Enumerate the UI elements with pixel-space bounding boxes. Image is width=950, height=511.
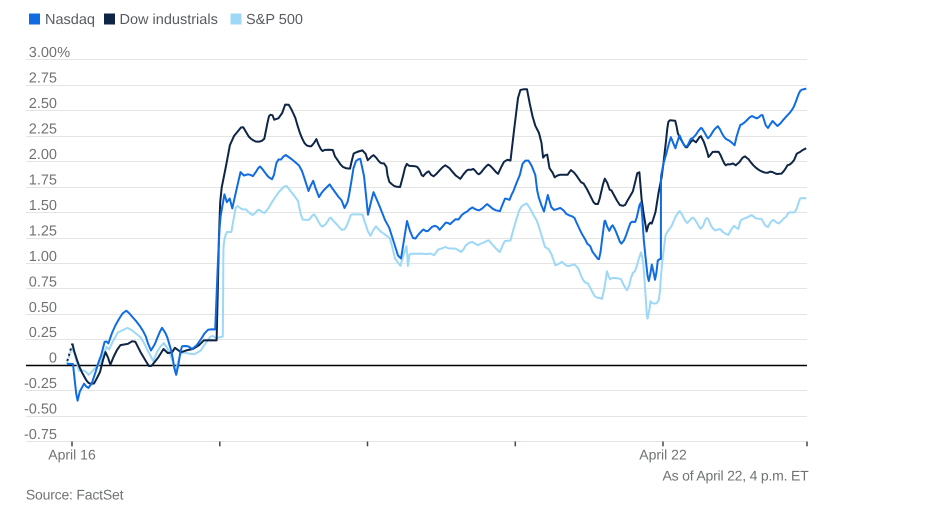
svg-text:%: %: [57, 45, 70, 61]
svg-text:As of April 22, 4 p.m. ET: As of April 22, 4 p.m. ET: [663, 468, 810, 484]
svg-text:Nasdaq: Nasdaq: [45, 12, 95, 28]
svg-text:1.25: 1.25: [29, 223, 57, 239]
svg-text:-0.50: -0.50: [24, 402, 57, 418]
svg-text:1.50: 1.50: [29, 198, 57, 214]
svg-text:2.25: 2.25: [29, 121, 57, 137]
svg-text:1.00: 1.00: [29, 249, 57, 265]
svg-text:April 22: April 22: [639, 447, 687, 463]
svg-text:0.75: 0.75: [29, 274, 57, 290]
svg-text:April 16: April 16: [48, 447, 96, 463]
svg-text:2.50: 2.50: [29, 96, 57, 112]
svg-text:0.50: 0.50: [29, 300, 57, 316]
svg-text:1.75: 1.75: [29, 172, 57, 188]
svg-text:-0.25: -0.25: [24, 376, 57, 392]
svg-text:Dow industrials: Dow industrials: [120, 12, 218, 28]
svg-text:2.75: 2.75: [29, 71, 57, 87]
svg-text:-0.75: -0.75: [24, 427, 57, 443]
svg-text:3.00: 3.00: [29, 45, 57, 61]
svg-text:2.00: 2.00: [29, 147, 57, 163]
svg-text:S&P 500: S&P 500: [246, 12, 303, 28]
svg-text:Source: FactSet: Source: FactSet: [26, 487, 124, 503]
svg-text:0: 0: [49, 351, 57, 367]
svg-text:0.25: 0.25: [29, 325, 57, 341]
